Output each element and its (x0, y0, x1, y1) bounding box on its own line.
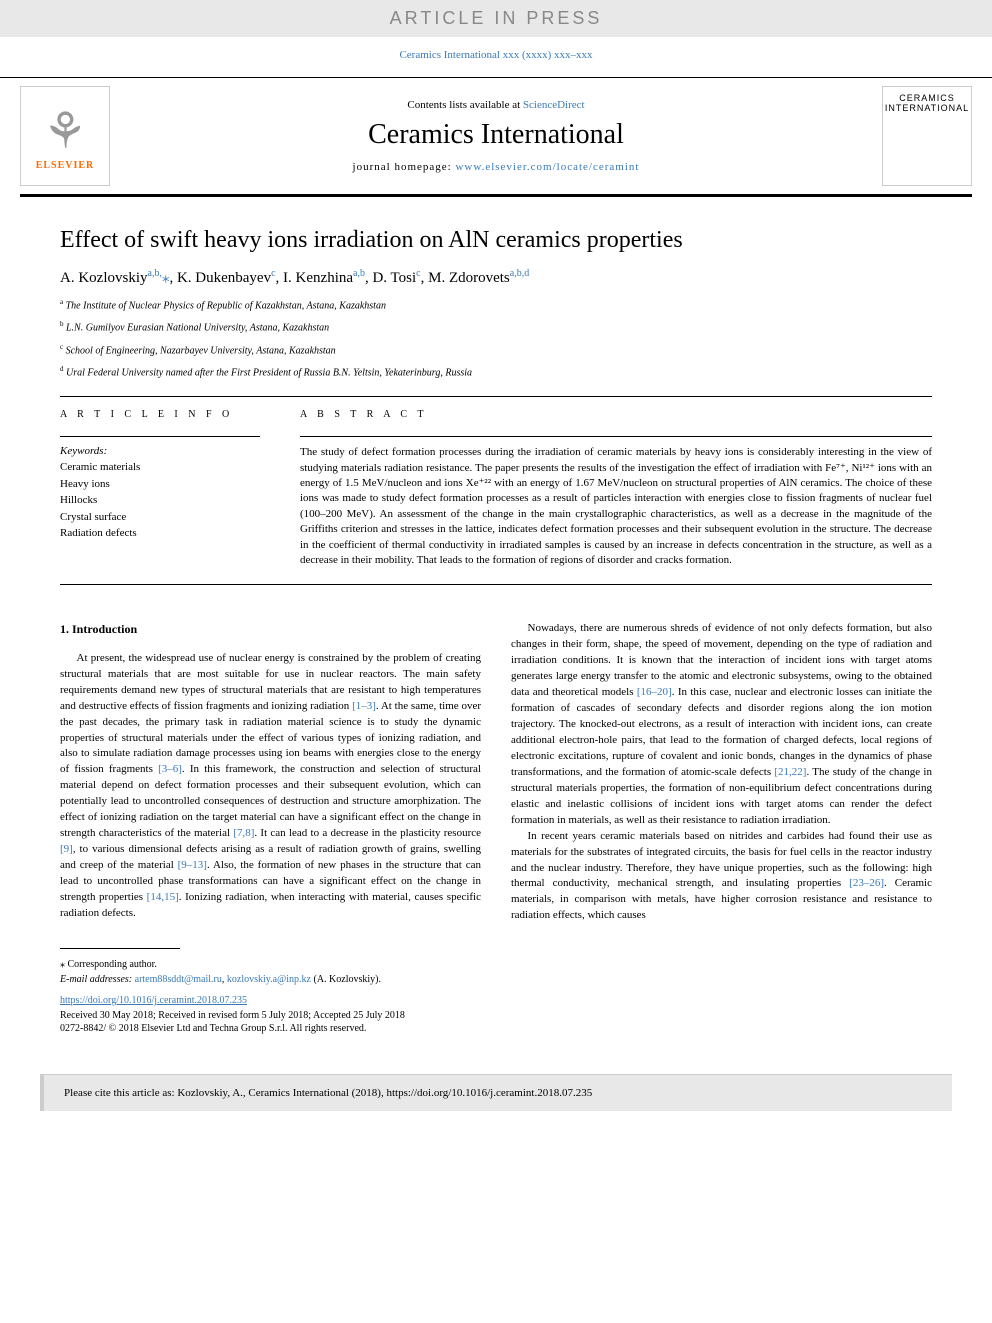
cover-line2: INTERNATIONAL (885, 103, 969, 113)
ref-link[interactable]: [16–20] (637, 686, 672, 698)
journal-center: Contents lists available at ScienceDirec… (130, 99, 862, 173)
homepage-link[interactable]: www.elsevier.com/locate/ceramint (455, 161, 639, 173)
main-content: Effect of swift heavy ions irradiation o… (0, 197, 992, 1054)
body-columns: 1. Introduction At present, the widespre… (60, 621, 932, 924)
abstract-rule (300, 436, 932, 437)
info-abstract-row: A R T I C L E I N F O Keywords: Ceramic … (60, 409, 932, 568)
affiliation-b: b L.N. Gumilyov Eurasian National Univer… (60, 319, 932, 335)
rule-2 (60, 584, 932, 585)
keyword: Ceramic materials (60, 459, 260, 476)
article-info: A R T I C L E I N F O Keywords: Ceramic … (60, 409, 260, 568)
intro-para-3: In recent years ceramic materials based … (511, 829, 932, 925)
keywords-label: Keywords: (60, 445, 260, 457)
ref-link[interactable]: [3–6] (158, 763, 182, 775)
elsevier-logo: ⚘ ELSEVIER (20, 86, 110, 186)
ref-link[interactable]: [9–13] (178, 859, 207, 871)
contents-link-line: Contents lists available at ScienceDirec… (130, 99, 862, 111)
cover-line1: CERAMICS (899, 93, 955, 103)
homepage-text: journal homepage: (353, 161, 456, 173)
doi-link[interactable]: https://doi.org/10.1016/j.ceramint.2018.… (60, 995, 932, 1006)
article-info-heading: A R T I C L E I N F O (60, 409, 260, 420)
citation-top: Ceramics International xxx (xxxx) xxx–xx… (0, 49, 992, 61)
ref-link[interactable]: [9] (60, 843, 73, 855)
email-link-2[interactable]: kozlovskiy.a@inp.kz (227, 974, 311, 985)
article-in-press-banner: ARTICLE IN PRESS (0, 0, 992, 37)
body-section: 1. Introduction At present, the widespre… (60, 621, 932, 924)
intro-para-2: Nowadays, there are numerous shreds of e… (511, 621, 932, 828)
authors: A. Kozlovskiya,b,⁎, K. Dukenbayevc, I. K… (60, 268, 932, 287)
rule-1 (60, 396, 932, 397)
abstract-column: A B S T R A C T The study of defect form… (300, 409, 932, 568)
info-rule (60, 436, 260, 437)
elsevier-label: ELSEVIER (36, 160, 95, 171)
journal-header: ⚘ ELSEVIER Contents lists available at S… (0, 77, 992, 194)
keyword: Crystal surface (60, 509, 260, 526)
sciencedirect-link[interactable]: ScienceDirect (523, 99, 585, 111)
email-suffix: (A. Kozlovskiy). (311, 974, 381, 985)
journal-name: Ceramics International (130, 119, 862, 151)
body-col-right: Nowadays, there are numerous shreds of e… (511, 621, 932, 924)
affiliation-a: a The Institute of Nuclear Physics of Re… (60, 297, 932, 313)
footer-section: ⁎ Corresponding author. E-mail addresses… (60, 957, 932, 987)
keywords-list: Ceramic materialsHeavy ionsHillocksCryst… (60, 459, 260, 542)
affiliation-c: c School of Engineering, Nazarbayev Univ… (60, 342, 932, 358)
keyword: Radiation defects (60, 525, 260, 542)
ref-link[interactable]: [1–3] (352, 700, 376, 712)
keyword: Hillocks (60, 492, 260, 509)
email-link-1[interactable]: artem88sddt@mail.ru (135, 974, 222, 985)
cite-box: Please cite this article as: Kozlovskiy,… (40, 1074, 952, 1111)
introduction-heading: 1. Introduction (60, 621, 481, 638)
article-title: Effect of swift heavy ions irradiation o… (60, 227, 932, 254)
ref-link[interactable]: [23–26] (849, 877, 884, 889)
received-dates: Received 30 May 2018; Received in revise… (60, 1010, 932, 1021)
ref-link[interactable]: [21,22] (774, 766, 806, 778)
corresponding-author: ⁎ Corresponding author. (60, 957, 932, 972)
homepage-link-line: journal homepage: www.elsevier.com/locat… (130, 161, 862, 173)
affiliation-d: d Ural Federal University named after th… (60, 364, 932, 380)
ref-link[interactable]: [14,15] (147, 891, 179, 903)
email-line: E-mail addresses: artem88sddt@mail.ru, k… (60, 972, 932, 987)
body-col-left: 1. Introduction At present, the widespre… (60, 621, 481, 924)
footer-rule (60, 948, 180, 949)
copyright: 0272-8842/ © 2018 Elsevier Ltd and Techn… (60, 1023, 932, 1034)
affiliations: a The Institute of Nuclear Physics of Re… (60, 297, 932, 380)
ref-link[interactable]: [7,8] (233, 827, 254, 839)
journal-cover: CERAMICS INTERNATIONAL (882, 86, 972, 186)
abstract-heading: A B S T R A C T (300, 409, 932, 420)
contents-text: Contents lists available at (407, 99, 522, 111)
keyword: Heavy ions (60, 476, 260, 493)
email-label: E-mail addresses: (60, 974, 135, 985)
abstract-text: The study of defect formation processes … (300, 445, 932, 568)
elsevier-tree-icon: ⚘ (43, 102, 88, 160)
intro-para-1: At present, the widespread use of nuclea… (60, 651, 481, 922)
